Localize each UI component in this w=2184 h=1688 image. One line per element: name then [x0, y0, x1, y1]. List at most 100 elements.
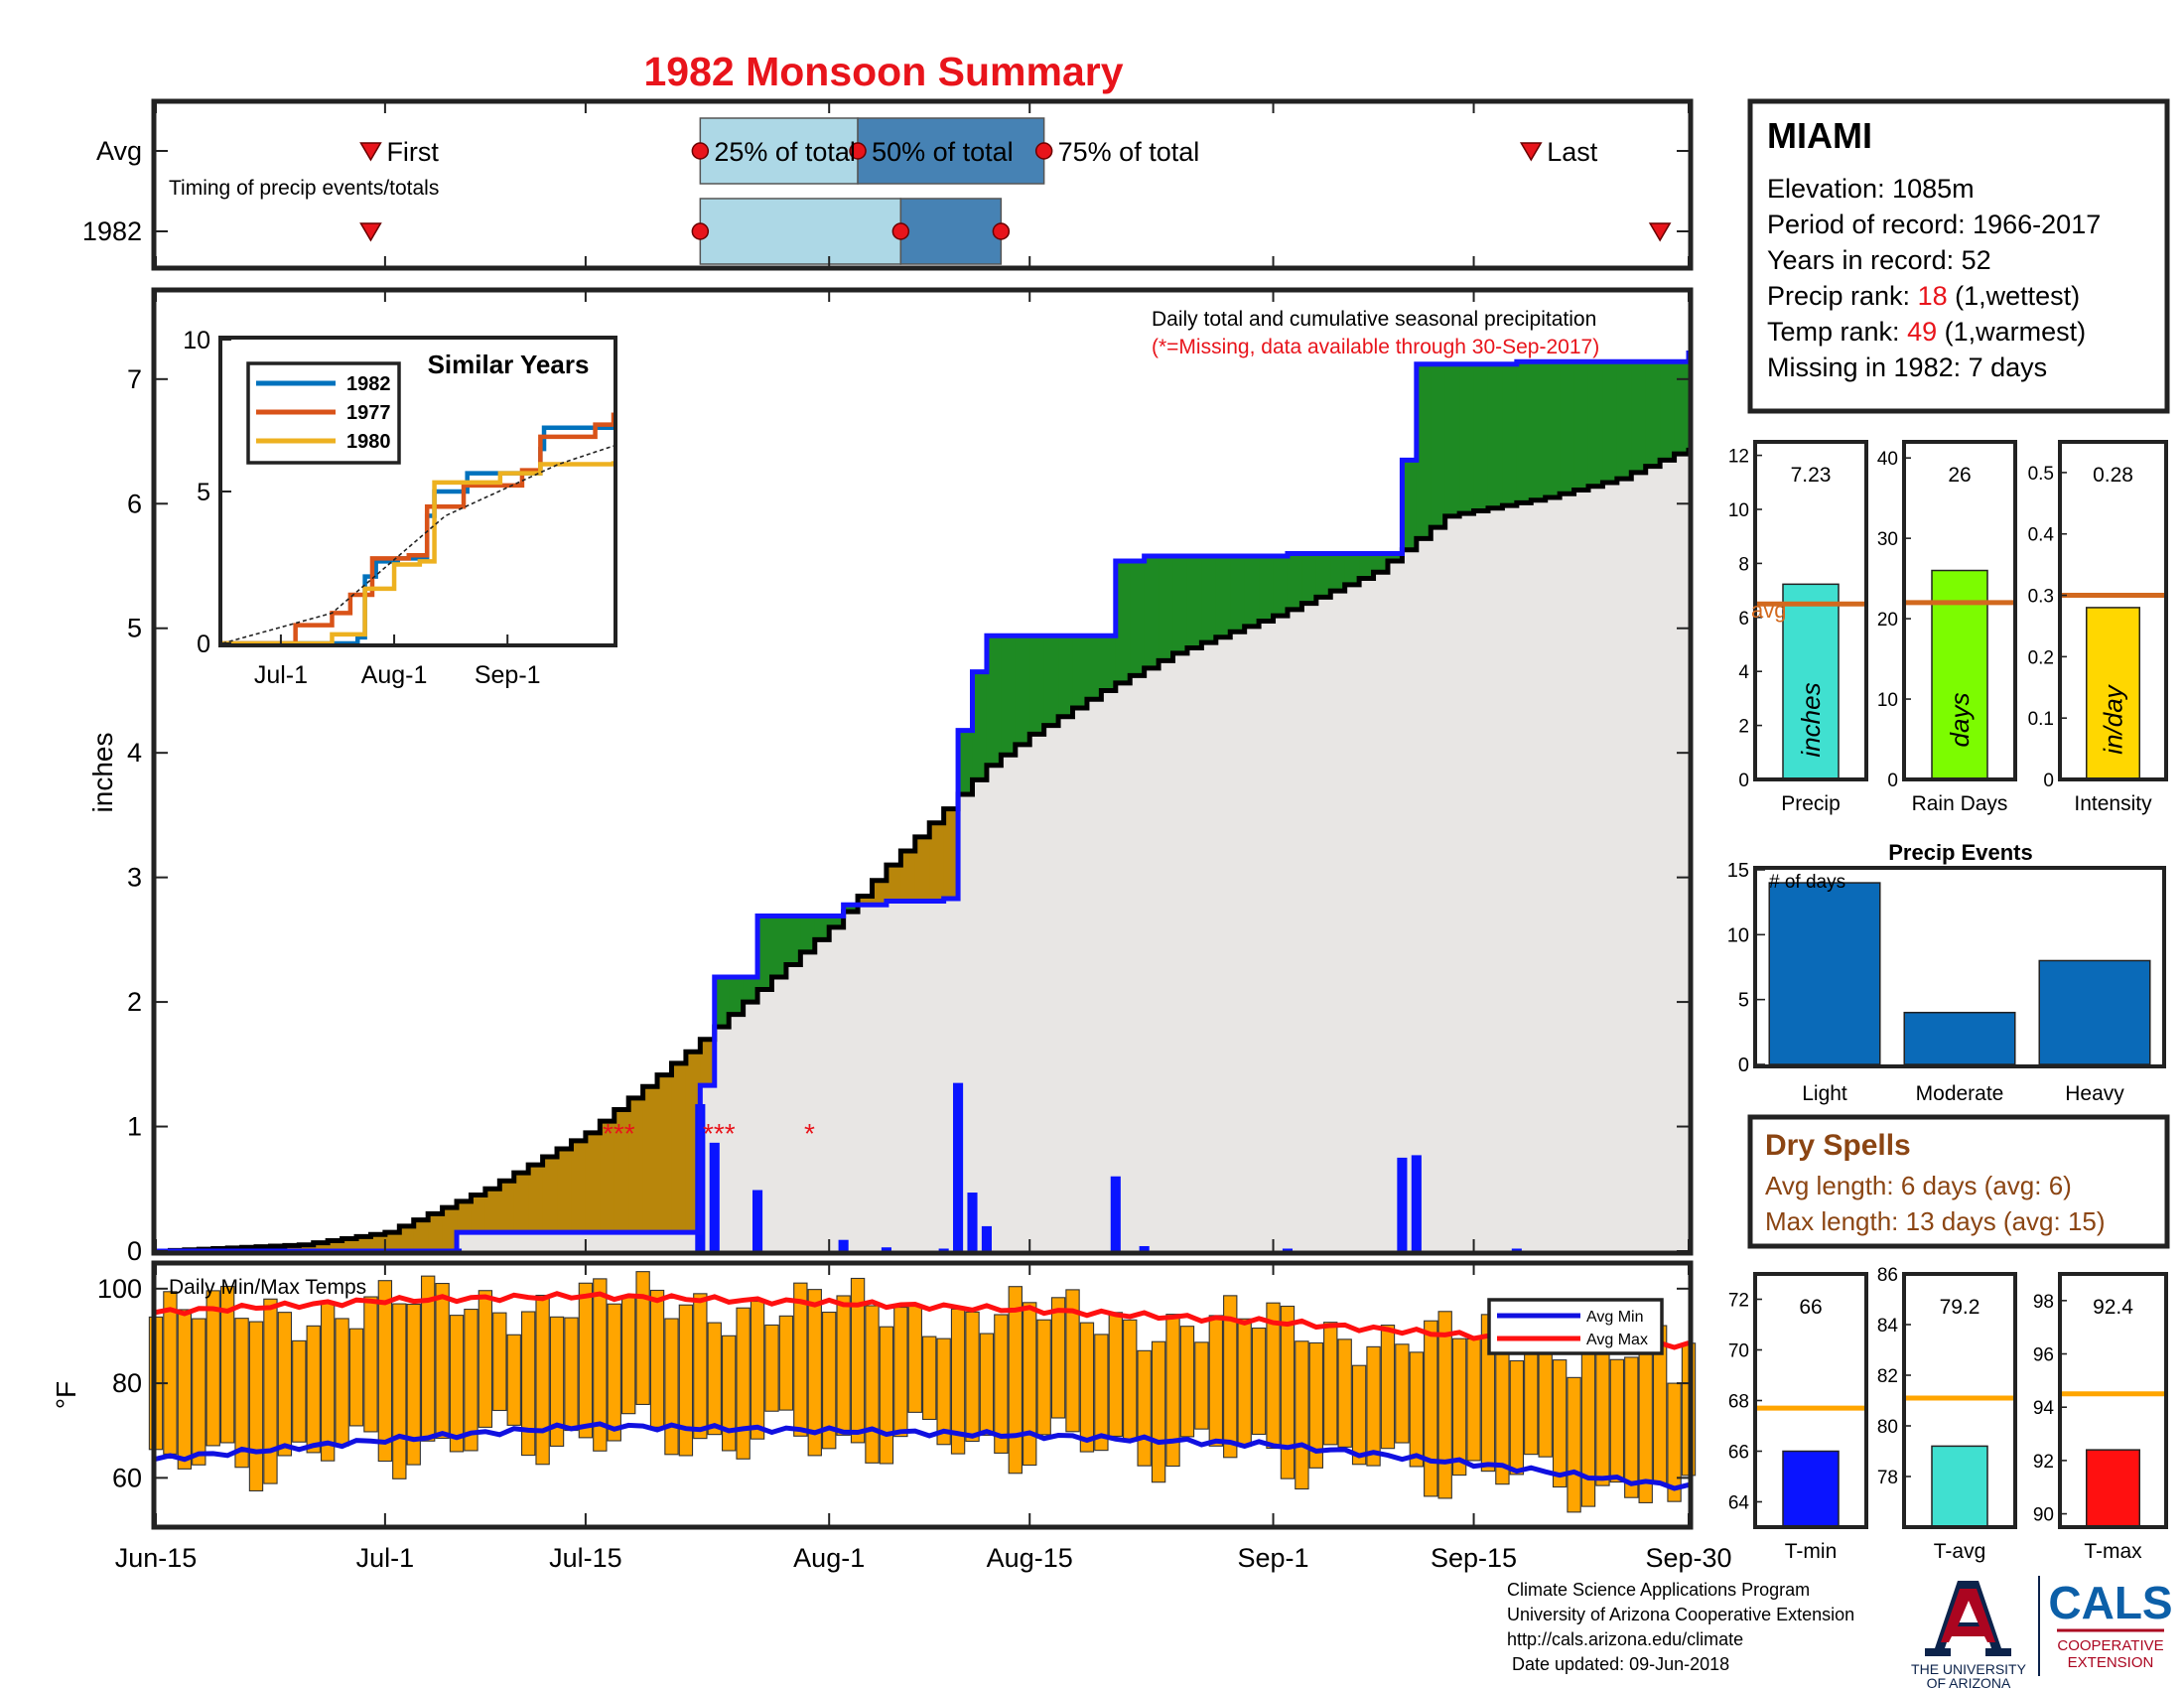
- coop-line-1: COOPERATIVE: [2057, 1637, 2163, 1654]
- deficit-band: [341, 1238, 357, 1251]
- surplus-band: [1015, 635, 1030, 745]
- deficit-band: [872, 880, 887, 906]
- mini-y-tick-label: 4: [1738, 662, 1749, 683]
- surplus-band: [1215, 555, 1231, 637]
- daily-precip-bar: [938, 1248, 949, 1251]
- daily-temp-bar: [1194, 1341, 1209, 1430]
- daily-temp-bar: [177, 1309, 193, 1470]
- station-period: Period of record: 1966-2017: [1767, 210, 2101, 239]
- daily-temp-bar: [1337, 1338, 1352, 1448]
- precip-plot-layer: 0 1 2 3 4 5 6 7: [127, 350, 1692, 1266]
- daily-temp-bar: [549, 1316, 565, 1447]
- arizona-a-logo: [1925, 1581, 2011, 1656]
- daily-temp-bar: [1609, 1358, 1625, 1483]
- timing-panel: Avg 1982 Timing of precip events/totals …: [82, 98, 1694, 271]
- station-missing: Missing in 1982: 7 days: [1767, 352, 2047, 382]
- mini-chart-frame: [2058, 440, 2168, 781]
- precip-panel: 0 1 2 3 4 5 6 7 inches Daily total and cumulati…: [87, 287, 1694, 1266]
- daily-temp-bar: [1266, 1302, 1281, 1450]
- surplus-band: [1587, 361, 1604, 487]
- cals-wordmark: CALS: [2048, 1577, 2172, 1628]
- daily-temp-bar: [1237, 1318, 1252, 1448]
- event-category-label: Light: [1802, 1082, 1847, 1105]
- mini-y-tick-label: 0.3: [2028, 587, 2054, 608]
- daily-precip-bar: [838, 1239, 849, 1251]
- daily-precip-bar: [752, 1190, 763, 1251]
- daily-temp-bar: [1624, 1356, 1639, 1498]
- mini-y-tick-label: 72: [1728, 1291, 1749, 1312]
- mini-category-label: Rain Days: [1912, 792, 2008, 815]
- mini-chart-frame: [1753, 440, 1868, 781]
- station-years: Years in record: 52: [1767, 245, 1991, 275]
- mini-bar-t-min: [1782, 1450, 1840, 1528]
- daily-temp-bar: [163, 1291, 178, 1455]
- deficit-band: [299, 1244, 315, 1251]
- legend-label-1977: 1977: [346, 402, 391, 424]
- deficit-band: [642, 1086, 658, 1233]
- mini-category-label: T-min: [1785, 1540, 1838, 1563]
- daily-temp-bar: [936, 1337, 951, 1446]
- deficit-band: [428, 1213, 444, 1251]
- mini-y-tick-label: 0: [2043, 771, 2054, 791]
- daily-temp-bar: [535, 1294, 550, 1466]
- quartile-box-early: [699, 198, 902, 265]
- daily-temp-bar: [722, 1335, 737, 1452]
- y-tick-label: 0: [127, 1236, 142, 1266]
- y-tick-label: 4: [127, 738, 142, 768]
- footer-line-3: http://cals.arizona.edu/climate: [1507, 1629, 1743, 1649]
- precip-y-axis-label: inches: [87, 733, 118, 813]
- daily-precip-bar: [953, 1082, 964, 1251]
- timing-frame: [151, 98, 1694, 271]
- surplus-band: [1344, 553, 1360, 585]
- mini-y-tick-label: 80: [1877, 1417, 1898, 1438]
- mini-y-tick-label: 8: [1738, 554, 1749, 575]
- mini-average-label: avg: [1751, 598, 1786, 623]
- deficit-band: [557, 1148, 573, 1233]
- daily-temp-bar: [836, 1295, 851, 1436]
- daily-temp-bar: [1580, 1350, 1596, 1507]
- deficit-band: [886, 865, 901, 902]
- daily-temp-bar: [1380, 1325, 1396, 1450]
- deficit-band: [356, 1236, 372, 1251]
- quartile-dot: [1034, 142, 1053, 160]
- first-last-marker: [1519, 142, 1543, 162]
- surplus-band: [1230, 555, 1246, 633]
- dry-spells-title: Dry Spells: [1765, 1129, 1911, 1162]
- surplus-band: [1502, 363, 1518, 506]
- footer-line-4: Date updated: 09-Jun-2018: [1507, 1654, 1729, 1674]
- inset-series-1980: [222, 461, 616, 646]
- daily-temp-bar: [649, 1289, 665, 1428]
- events-title: Precip Events: [1888, 840, 2033, 865]
- surplus-band: [1531, 361, 1547, 500]
- surplus-band: [1301, 553, 1317, 604]
- mini-y-tick-label: 0.4: [2028, 525, 2055, 546]
- daily-temp-bar: [1524, 1351, 1539, 1456]
- timing-label-75: 75% of total: [1058, 137, 1200, 167]
- daily-temp-bar: [1050, 1297, 1066, 1419]
- mini-y-tick-label: 12: [1728, 447, 1749, 468]
- event-bar-light: [1768, 882, 1881, 1065]
- daily-temp-bar: [1395, 1343, 1410, 1444]
- surplus-band: [1459, 363, 1475, 514]
- date-tick-label: Aug-1: [793, 1543, 865, 1573]
- daily-temp-bar: [678, 1304, 694, 1457]
- temperature-frame: [151, 1260, 1694, 1530]
- daily-temp-bar: [1667, 1382, 1682, 1502]
- mini-y-tick-label: 84: [1877, 1316, 1899, 1336]
- event-category-label: Heavy: [2065, 1082, 2124, 1105]
- inset-x-tick-label: Aug-1: [361, 661, 428, 689]
- mini-y-tick-label: 20: [1877, 610, 1898, 631]
- mini-category-label: Precip: [1781, 792, 1841, 815]
- surplus-band: [785, 915, 801, 965]
- mini-value: 92.4: [2093, 1296, 2133, 1319]
- footer-credits: Climate Science Applications Program Uni…: [1507, 1580, 1854, 1674]
- daily-temp-bar: [392, 1303, 407, 1479]
- daily-temp-bar: [420, 1275, 436, 1442]
- surplus-band: [1287, 553, 1302, 610]
- inset-y-tick-label: 10: [183, 327, 210, 354]
- mini-bar-t-avg: [1931, 1445, 1988, 1528]
- daily-temp-bar: [506, 1334, 521, 1426]
- missing-marker: *: [804, 1118, 815, 1149]
- deficit-band: [542, 1157, 558, 1233]
- deficit-band: [614, 1109, 629, 1233]
